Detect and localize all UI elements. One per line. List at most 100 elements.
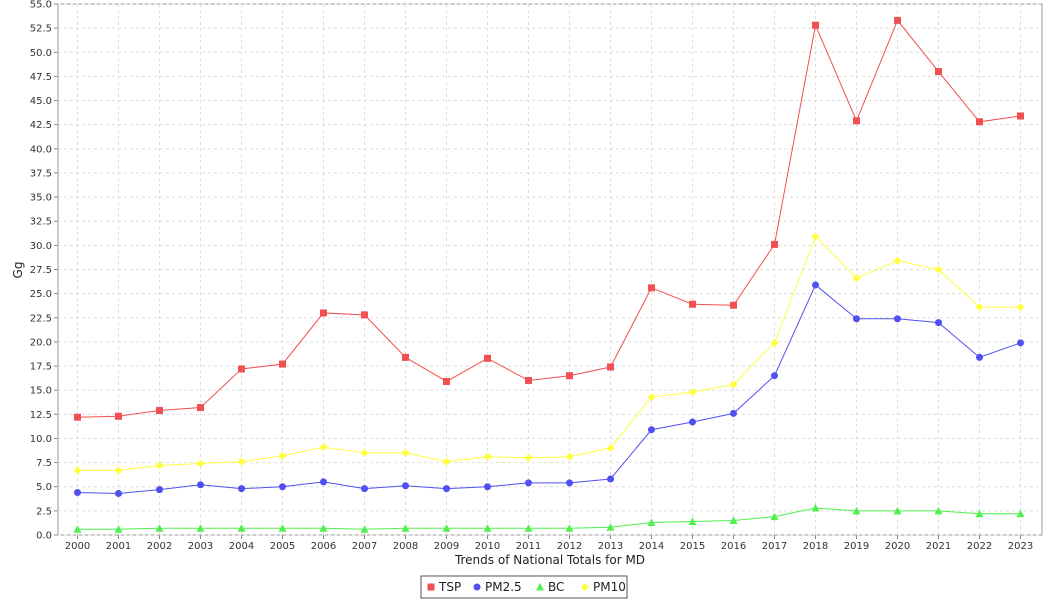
y-tick-label: 27.5 [30,265,52,276]
legend-label-bc: BC [548,580,564,594]
data-point-pm25 [74,489,81,497]
x-tick-label: 2021 [926,541,951,552]
data-point-tsp [74,413,81,421]
data-point-pm25 [238,485,245,493]
y-tick-label: 45.0 [30,96,52,107]
y-tick-label: 12.5 [30,410,52,421]
data-point-pm25 [443,485,450,493]
y-tick-label: 2.5 [36,506,52,517]
series-pm25 [74,281,1024,497]
data-point-tsp [525,377,532,385]
data-point-tsp [976,118,983,126]
legend-box [420,575,628,599]
y-tick-label: 40.0 [30,144,52,155]
data-point-pm25 [402,482,409,490]
data-point-tsp [566,372,573,380]
data-point-tsp [648,284,655,292]
data-point-bc [811,503,820,512]
data-point-bc [770,512,779,521]
series-bc [73,503,1025,533]
data-point-tsp [197,404,204,412]
data-point-tsp [894,16,901,24]
data-point-tsp [320,309,327,317]
data-point-pm10 [975,303,984,312]
x-tick-label: 2010 [475,541,500,552]
x-tick-label: 2000 [65,541,90,552]
data-point-tsp [730,301,737,309]
x-tick-label: 2020 [885,541,910,552]
data-point-pm25 [484,483,491,491]
data-point-bc [565,524,574,532]
data-point-tsp [812,21,819,29]
data-point-tsp [689,300,696,308]
data-point-pm10 [524,453,533,462]
data-point-pm25 [894,315,901,323]
y-tick-label: 47.5 [30,72,52,83]
data-point-pm10 [483,452,492,461]
data-point-pm25 [935,319,942,327]
data-point-bc [483,524,492,532]
data-point-pm10 [893,256,902,265]
legend-label-pm10: PM10 [593,580,626,594]
data-point-pm25 [812,281,819,289]
legend-marker-bc [536,583,544,591]
x-tick-label: 2002 [147,541,172,552]
legend-marker-pm10 [581,583,589,591]
data-point-bc [1016,509,1025,518]
x-tick-label: 2018 [803,541,828,552]
data-point-bc [360,525,369,533]
x-tick-label: 2012 [557,541,582,552]
data-point-pm10 [401,448,410,457]
y-tick-label: 15.0 [30,386,52,397]
data-point-tsp [607,363,614,371]
data-point-pm25 [566,479,573,487]
data-point-pm25 [525,479,532,487]
y-tick-label: 20.0 [30,337,52,348]
x-tick-label: 2017 [762,541,787,552]
grid-lines [58,3,1042,536]
data-point-bc [155,524,164,532]
data-point-pm10 [811,232,820,241]
data-point-pm25 [771,372,778,380]
data-point-pm10 [852,274,861,283]
data-point-pm10 [114,466,123,475]
data-point-pm10 [565,452,574,461]
data-point-pm25 [730,409,737,417]
data-point-tsp [443,377,450,385]
data-point-pm10 [770,338,779,347]
y-tick-label: 5.0 [36,482,52,493]
x-axis-title: Trends of National Totals for MD [454,553,645,567]
data-point-pm10 [278,451,287,460]
data-point-tsp [484,354,491,362]
y-tick-label: 32.5 [30,217,52,228]
data-point-bc [606,523,615,531]
data-point-bc [401,524,410,532]
x-tick-label: 2011 [516,541,541,552]
data-point-bc [73,525,82,533]
data-point-pm10 [1016,303,1025,312]
data-point-bc [196,524,205,532]
y-tick-label: 55.0 [30,0,52,11]
data-point-pm10 [196,459,205,468]
data-point-bc [729,516,738,525]
x-axis-ticks: 2000 2001 2002 2003 2004 2005 2006 2007 2008 2009… [65,535,1033,552]
data-series [73,16,1025,533]
legend-label-tsp: TSP [438,580,461,594]
data-point-pm25 [320,478,327,486]
series-line-pm25 [77,284,1021,494]
data-point-pm10 [688,388,697,397]
x-tick-label: 2005 [270,541,295,552]
data-point-pm10 [319,443,328,452]
data-point-pm25 [156,486,163,494]
y-tick-label: 0.0 [36,531,52,542]
data-point-bc [934,506,943,515]
data-point-bc [114,525,123,533]
data-point-bc [975,509,984,518]
data-point-pm10 [729,380,738,389]
data-point-tsp [1017,112,1024,120]
x-tick-label: 2007 [352,541,377,552]
data-point-pm25 [1017,339,1024,347]
data-point-bc [319,524,328,532]
data-point-bc [647,518,656,526]
x-tick-label: 2004 [229,541,254,552]
